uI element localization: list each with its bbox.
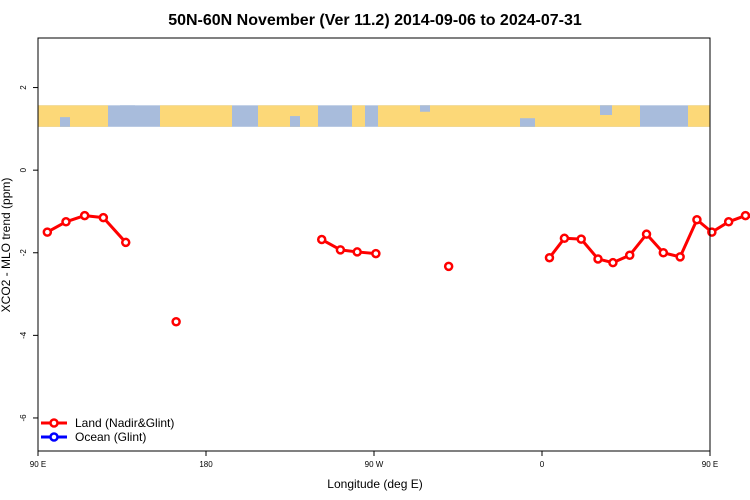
legend: Land (Nadir&Glint) Ocean (Glint) — [41, 416, 174, 444]
data-point — [723, 217, 734, 227]
legend-ocean-marker — [49, 432, 59, 442]
map-land-blob — [352, 105, 365, 127]
map-land-blob — [38, 105, 108, 127]
data-point — [576, 234, 586, 244]
map-ocean-inlet — [420, 105, 430, 112]
map-ocean-inlet — [290, 116, 300, 127]
data-point — [335, 245, 346, 255]
map-land-blob — [688, 105, 710, 127]
data-point — [608, 257, 618, 268]
data-point — [559, 233, 570, 244]
legend-ocean-label: Ocean (Glint) — [75, 430, 146, 444]
y-tick-label: 0 — [19, 167, 28, 172]
map-land-blob — [160, 105, 232, 127]
x-tick-label: 90 E — [702, 460, 718, 469]
legend-land-marker — [49, 418, 59, 428]
data-point — [371, 248, 381, 259]
data-point — [120, 237, 131, 248]
world-map-strip — [38, 105, 710, 127]
data-point — [316, 234, 327, 245]
map-land-blob — [378, 105, 640, 127]
data-point — [544, 252, 555, 263]
x-axis-label: Longitude (deg E) — [327, 477, 422, 491]
y-tick-label: -6 — [19, 414, 28, 422]
map-land-blob — [258, 105, 318, 127]
data-point — [171, 316, 181, 327]
map-ocean-inlet — [60, 117, 70, 127]
y-tick-label: -2 — [19, 249, 28, 257]
map-land-blobs — [38, 105, 710, 127]
data-point — [675, 252, 685, 262]
data-point — [352, 247, 362, 257]
data-point — [593, 254, 603, 264]
series-line — [321, 238, 376, 256]
y-tick-label: 2 — [19, 85, 28, 90]
data-point — [692, 214, 702, 225]
data-point — [443, 261, 454, 272]
map-ocean-inlet — [600, 105, 612, 115]
x-tick-label: 180 — [199, 460, 213, 469]
data-point — [61, 217, 71, 227]
series-layer — [42, 210, 750, 327]
x-tick-label: 0 — [540, 460, 545, 469]
y-axis-label: XCO2 - MLO trend (ppm) — [0, 178, 13, 313]
legend-item-ocean: Ocean (Glint) — [41, 430, 146, 444]
legend-land-label: Land (Nadir&Glint) — [75, 416, 174, 430]
data-point — [79, 210, 90, 221]
legend-item-land: Land (Nadir&Glint) — [41, 416, 174, 430]
x-tick-label: 90 W — [365, 460, 384, 469]
x-tick-label: 90 E — [30, 460, 46, 469]
data-point — [42, 227, 53, 237]
y-tick-label: -4 — [19, 331, 28, 339]
y-axis: 2 0 -2 -4 -6 — [19, 85, 38, 422]
data-point — [740, 210, 750, 221]
chart-title: 50N-60N November (Ver 11.2) 2014-09-06 t… — [168, 12, 582, 29]
map-ocean-inlet — [520, 118, 535, 127]
data-point — [98, 212, 109, 223]
data-point — [658, 248, 669, 258]
map-ocean-inlet — [120, 105, 135, 114]
data-point — [624, 250, 635, 260]
data-point — [707, 227, 717, 237]
data-point — [641, 229, 652, 239]
x-axis: 90 E 180 90 W 0 90 E — [30, 451, 718, 469]
